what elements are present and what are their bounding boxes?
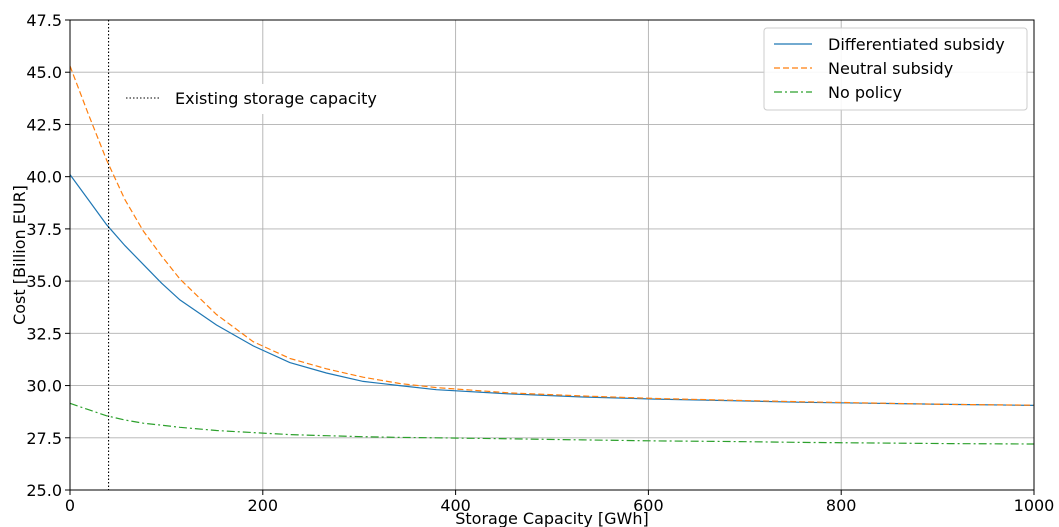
x-axis-label: Storage Capacity [GWh] bbox=[455, 509, 649, 527]
series-lines bbox=[69, 65, 1035, 445]
plot-frame bbox=[69, 19, 1035, 491]
annotation-box: Existing storage capacity bbox=[116, 84, 377, 114]
y-tick-label: 25.0 bbox=[26, 481, 62, 500]
y-tick-label: 32.5 bbox=[26, 324, 62, 343]
annotation-label: Existing storage capacity bbox=[175, 89, 377, 108]
x-tick-label: 1000 bbox=[1014, 496, 1055, 515]
legend-entry: Differentiated subsidy bbox=[828, 35, 1005, 54]
x-tick-label: 600 bbox=[633, 496, 664, 515]
y-axis-label: Cost [Billion EUR] bbox=[10, 185, 29, 325]
y-tick-label: 30.0 bbox=[26, 377, 62, 396]
y-tick-label: 45.0 bbox=[26, 63, 62, 82]
x-tick-label: 400 bbox=[440, 496, 471, 515]
x-tick-label: 0 bbox=[65, 496, 75, 515]
annotation-box-bg bbox=[116, 84, 282, 114]
y-tick-label: 47.5 bbox=[26, 11, 62, 30]
y-tick-label: 35.0 bbox=[26, 272, 62, 291]
legend-entry: No policy bbox=[828, 83, 902, 102]
legend: Differentiated subsidy Neutral subsidy No … bbox=[763, 27, 1028, 111]
y-tick-label: 37.5 bbox=[26, 220, 62, 239]
series-line bbox=[69, 174, 1035, 406]
y-tick-label: 42.5 bbox=[26, 115, 62, 134]
x-tick-label: 800 bbox=[826, 496, 857, 515]
x-tick-label: 200 bbox=[248, 496, 279, 515]
legend-frame bbox=[763, 27, 1028, 111]
axis-ticks: 0 200 400 600 800 1000 25.0 27.5 30.0 32.5 35.0 37.… bbox=[26, 11, 1054, 515]
legend-entry: Neutral subsidy bbox=[828, 59, 953, 78]
series-line bbox=[69, 402, 1035, 445]
series-line bbox=[69, 65, 1035, 406]
y-tick-label: 27.5 bbox=[26, 429, 62, 448]
y-tick-label: 40.0 bbox=[26, 168, 62, 187]
